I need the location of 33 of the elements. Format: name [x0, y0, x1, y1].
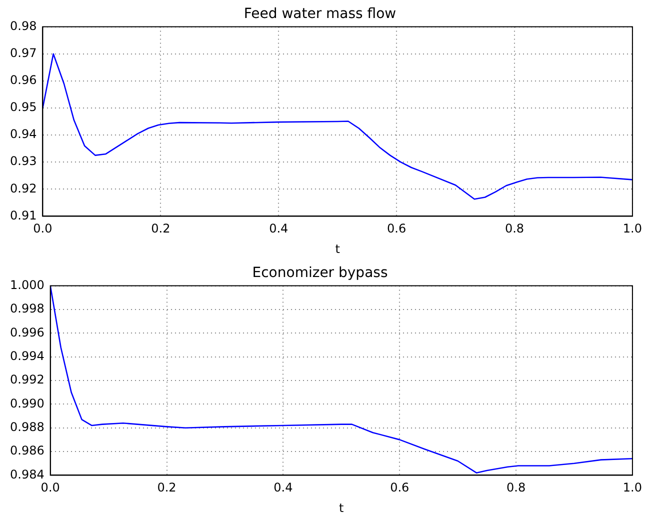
x-tick-label: 0.0	[40, 480, 60, 495]
x-tick-label: 0.0	[33, 222, 52, 236]
y-tick-label: 0.992	[10, 372, 44, 387]
y-tick-label: 0.91	[10, 208, 37, 222]
y-tick-label: 0.96	[10, 73, 37, 88]
x-tick-label: 0.4	[269, 222, 288, 236]
x-axis-title: t	[335, 242, 340, 256]
y-tick-label: 0.97	[10, 46, 37, 60]
y-tick-label: 0.93	[10, 154, 37, 168]
y-tick-label: 0.988	[10, 420, 44, 434]
x-tick-label: 0.2	[157, 480, 176, 495]
chart-title: Feed water mass flow	[244, 6, 396, 22]
y-tick-label: 0.990	[10, 396, 44, 410]
y-tick-label: 0.92	[10, 181, 37, 196]
y-tick-label: 0.998	[10, 302, 44, 316]
y-tick-label: 0.95	[10, 100, 37, 114]
x-tick-label: 1.0	[622, 222, 642, 236]
x-axis-title: t	[339, 500, 344, 515]
y-tick-label: 0.94	[10, 127, 37, 142]
x-tick-label: 0.2	[151, 222, 170, 236]
chart-title: Economizer bypass	[252, 265, 388, 282]
y-tick-label: 0.986	[10, 444, 44, 458]
x-tick-label: 0.6	[390, 480, 410, 495]
y-tick-label: 1.000	[10, 278, 44, 292]
x-tick-label: 1.0	[622, 480, 642, 495]
x-tick-label: 0.8	[506, 480, 526, 495]
x-tick-label: 0.4	[274, 480, 293, 495]
y-tick-label: 0.996	[10, 325, 44, 340]
x-tick-label: 0.8	[504, 222, 524, 236]
x-tick-label: 0.6	[387, 222, 406, 236]
y-tick-label: 0.984	[10, 467, 44, 482]
y-tick-label: 0.994	[10, 348, 44, 363]
y-tick-label: 0.98	[10, 18, 37, 33]
